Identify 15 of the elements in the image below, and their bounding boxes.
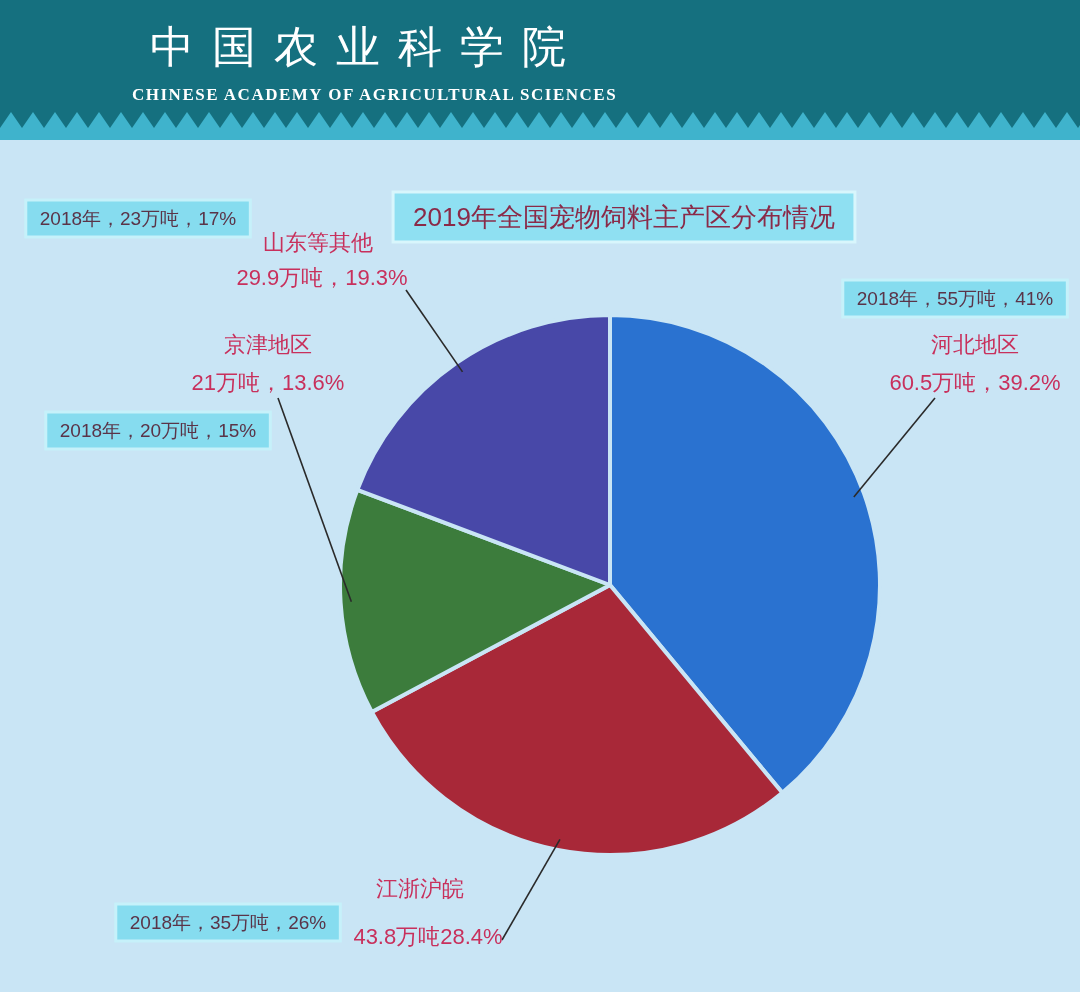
text: CHINESE ACADEMY OF AGRICULTURAL SCIENCES — [132, 85, 618, 104]
slice-label: 山东等其他 — [263, 230, 373, 255]
text: 2018年，55万吨，41% — [856, 288, 1054, 309]
data-label: 60.5万吨，39.2% — [889, 370, 1061, 395]
slice-label: 江浙沪皖 — [376, 876, 464, 901]
text: 2018年，35万吨，26% — [129, 912, 327, 933]
chart-title: 2019年全国宠物饲料主产区分布情况 — [413, 202, 835, 232]
text: 2018年，23万吨，17% — [39, 208, 237, 229]
text: 中国农业科学院 — [150, 23, 584, 72]
text: 2018年，20万吨，15% — [59, 420, 257, 441]
slice-label: 京津地区 — [224, 332, 312, 357]
data-label: 29.9万吨，19.3% — [236, 265, 408, 290]
data-label: 21万吨，13.6% — [191, 370, 345, 395]
data-label: 43.8万吨28.4% — [353, 924, 503, 949]
slice-label: 河北地区 — [931, 332, 1019, 357]
